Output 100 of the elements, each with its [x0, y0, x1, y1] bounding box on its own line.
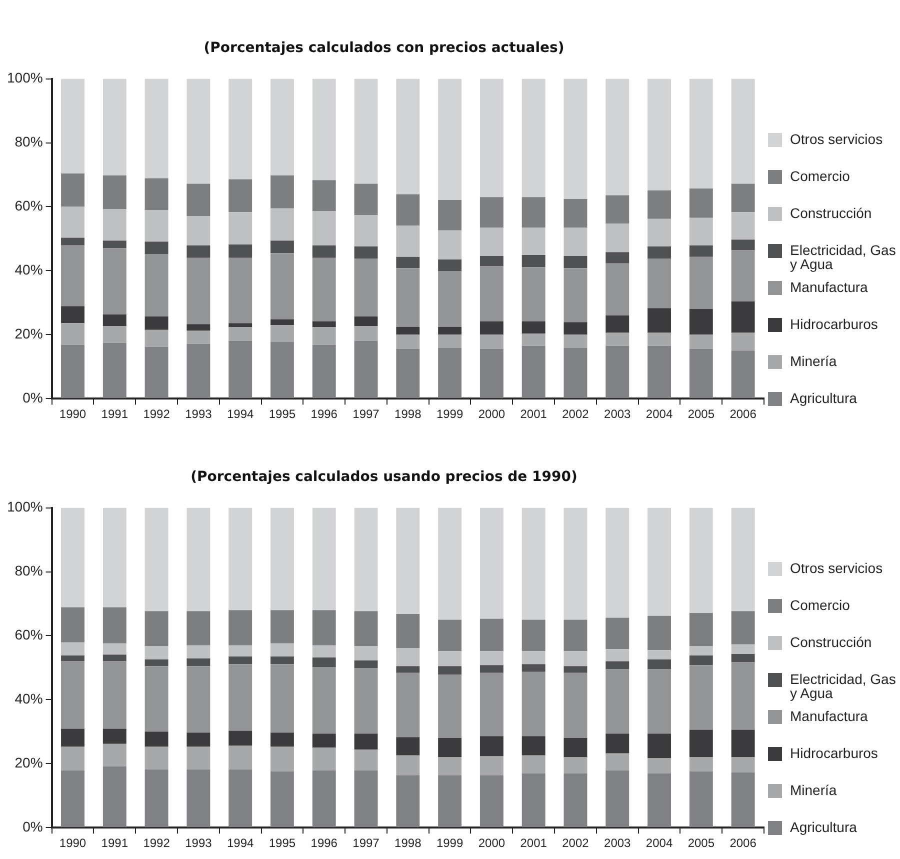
y-tick-label: 40% — [14, 690, 43, 707]
bar — [480, 78, 504, 198]
bar — [480, 197, 504, 228]
bar — [144, 330, 168, 347]
bar — [186, 658, 210, 666]
bar — [312, 734, 336, 748]
bar — [731, 662, 755, 730]
bar — [606, 649, 630, 662]
x-tick-label: 2004 — [646, 407, 673, 422]
bar — [731, 301, 755, 333]
bar — [396, 648, 420, 666]
x-tick-label: 2001 — [520, 836, 548, 850]
bar — [396, 737, 420, 756]
legend-label: Minería — [790, 353, 837, 369]
bar — [606, 734, 630, 754]
bar — [564, 508, 588, 620]
x-tick-label: 2003 — [604, 407, 632, 422]
bar — [354, 184, 378, 216]
bar — [102, 607, 126, 644]
bar — [186, 645, 210, 658]
bar — [648, 258, 671, 308]
bar — [731, 730, 755, 758]
bar — [480, 228, 504, 256]
bar — [480, 651, 504, 666]
bar — [689, 188, 713, 218]
bar — [480, 334, 504, 349]
bar — [606, 618, 630, 650]
bar — [689, 656, 713, 666]
bar — [102, 654, 126, 662]
bar — [102, 78, 126, 176]
bar — [522, 736, 546, 756]
bar — [228, 610, 252, 646]
bar — [144, 254, 168, 316]
bar — [354, 258, 378, 316]
x-tick-label: 1994 — [226, 407, 254, 422]
bar — [228, 656, 252, 664]
bar — [354, 734, 378, 750]
bar — [689, 218, 713, 246]
bar — [102, 248, 126, 314]
bar — [61, 238, 84, 246]
bar — [606, 224, 630, 252]
bar — [648, 508, 671, 616]
x-tick-label: 1991 — [101, 407, 128, 422]
bar — [438, 200, 462, 230]
bar — [396, 226, 420, 257]
bar — [144, 210, 168, 242]
bar — [438, 78, 462, 200]
bar — [522, 267, 546, 322]
bar — [270, 610, 294, 644]
bar — [61, 306, 84, 324]
bar — [144, 659, 168, 666]
bar — [354, 646, 378, 660]
x-tick-label: 2000 — [478, 407, 506, 422]
bar — [354, 508, 378, 612]
bar — [354, 215, 378, 246]
bar — [731, 184, 755, 212]
bar — [564, 268, 588, 322]
bar — [731, 332, 755, 351]
bar — [648, 616, 671, 650]
bar — [312, 78, 336, 180]
bar — [564, 256, 588, 268]
x-tick-label: 1992 — [143, 836, 170, 850]
bar — [270, 508, 294, 610]
bar — [144, 746, 168, 770]
bar — [731, 250, 755, 302]
bar — [522, 755, 546, 774]
bar — [312, 645, 336, 658]
bar — [144, 178, 168, 210]
bar — [438, 259, 462, 271]
bar — [102, 240, 126, 248]
bar — [354, 611, 378, 646]
x-tick-label: 1999 — [436, 407, 464, 422]
bar — [606, 195, 630, 224]
bar — [270, 208, 294, 241]
legend-label: Minería — [790, 782, 837, 798]
y-tick-label: 60% — [14, 198, 43, 214]
bar — [606, 263, 630, 316]
bar — [396, 348, 420, 398]
bar — [354, 246, 378, 259]
bar — [61, 173, 84, 207]
bar — [438, 620, 462, 652]
bar — [480, 775, 504, 828]
bar — [564, 738, 588, 758]
bar — [522, 672, 546, 736]
bar — [689, 646, 713, 656]
bar — [186, 769, 210, 828]
x-tick-label: 2005 — [688, 836, 715, 850]
bar — [228, 508, 252, 610]
bar — [354, 316, 378, 326]
bar — [61, 78, 84, 174]
bar — [312, 344, 336, 398]
bar — [144, 666, 168, 732]
bar — [228, 179, 252, 212]
x-tick-label: 1997 — [352, 407, 380, 422]
bar — [522, 228, 546, 256]
bar — [312, 770, 336, 828]
bar — [648, 734, 671, 758]
x-tick-label: 1994 — [226, 836, 254, 850]
bar — [102, 643, 126, 655]
bar — [689, 256, 713, 310]
